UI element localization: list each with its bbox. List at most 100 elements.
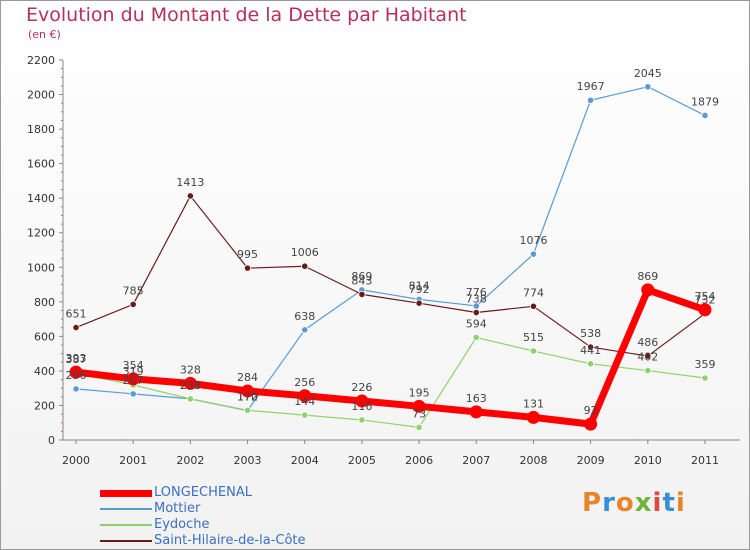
data-label-mottier: 869 [351, 270, 372, 283]
data-point-eydoche [301, 411, 309, 419]
data-label-longechenal: 754 [695, 290, 716, 303]
data-point-saint-hilaire-de-la-c-te [301, 262, 309, 270]
legend-label: LONGECHENAL [154, 485, 252, 500]
x-tick-label: 2011 [691, 454, 719, 467]
data-point-mottier [129, 390, 137, 398]
data-label-eydoche: 73 [412, 407, 426, 420]
y-tick-label: 800 [34, 296, 55, 309]
data-point-longechenal [298, 389, 312, 403]
y-tick-label: 0 [48, 434, 55, 447]
data-point-saint-hilaire-de-la-c-te [129, 300, 137, 309]
data-point-saint-hilaire-de-la-c-te [358, 290, 366, 298]
data-label-eydoche: 238 [180, 379, 201, 392]
data-point-longechenal [526, 410, 540, 424]
data-point-saint-hilaire-de-la-c-te [72, 323, 80, 332]
data-label-mottier: 638 [294, 310, 315, 323]
data-label-eydoche: 319 [123, 365, 144, 378]
data-label-mottier: 1879 [691, 95, 719, 108]
data-label-saint-hilaire-de-la-c-te: 995 [237, 248, 258, 261]
data-point-saint-hilaire-de-la-c-te [529, 302, 538, 310]
data-point-eydoche [186, 395, 194, 403]
legend-swatch [100, 508, 152, 510]
data-label-eydoche: 359 [695, 358, 716, 371]
y-tick-label: 2200 [27, 54, 55, 67]
data-label-longechenal: 226 [351, 381, 372, 394]
data-label-mottier: 776 [466, 286, 487, 299]
x-tick-label: 2007 [462, 454, 490, 467]
data-label-longechenal: 393 [66, 352, 87, 365]
data-point-mottier [587, 96, 595, 104]
data-point-saint-hilaire-de-la-c-te [186, 192, 194, 200]
data-label-saint-hilaire-de-la-c-te: 1006 [291, 246, 319, 259]
legend-label: Saint-Hilaire-de-la-Côte [154, 533, 306, 548]
data-point-eydoche [358, 416, 366, 424]
y-tick-label: 1200 [27, 227, 55, 240]
data-point-eydoche [701, 374, 709, 382]
data-point-mottier [72, 385, 80, 393]
data-point-longechenal [584, 417, 598, 431]
series-line-saint-hilaire-de-la-c-te [75, 195, 706, 357]
y-tick-label: 600 [34, 330, 55, 343]
data-label-saint-hilaire-de-la-c-te: 486 [637, 336, 658, 349]
x-tick-label: 2002 [176, 454, 204, 467]
data-point-mottier [701, 111, 709, 120]
data-label-saint-hilaire-de-la-c-te: 843 [351, 274, 372, 287]
data-point-eydoche [243, 406, 252, 414]
logo-letter: i [675, 488, 686, 518]
data-label-saint-hilaire-de-la-c-te: 774 [523, 286, 544, 299]
data-point-longechenal [126, 372, 140, 386]
series-line-eydoche [75, 336, 706, 428]
logo-letter: o [615, 488, 635, 518]
data-label-saint-hilaire-de-la-c-te: 538 [580, 327, 601, 340]
data-label-longechenal: 131 [523, 397, 544, 410]
x-tick-label: 2009 [577, 454, 605, 467]
data-label-longechenal: 328 [180, 363, 201, 376]
data-label-mottier: 1076 [519, 234, 547, 247]
logo-letter: i [652, 488, 663, 518]
data-point-eydoche [415, 423, 423, 431]
x-tick-label: 2003 [234, 454, 262, 467]
data-label-eydoche: 515 [523, 331, 544, 344]
data-label-saint-hilaire-de-la-c-te: 738 [466, 293, 487, 306]
data-label-saint-hilaire-de-la-c-te: 651 [66, 308, 87, 321]
data-label-eydoche: 402 [637, 351, 658, 364]
data-label-mottier: 814 [409, 279, 430, 292]
y-tick-label: 2000 [27, 89, 55, 102]
data-point-longechenal [69, 365, 83, 379]
chart-subtitle: (en €) [28, 28, 61, 41]
logo-letter: t [662, 488, 676, 518]
logo-letter: r [602, 488, 616, 518]
data-label-longechenal: 354 [123, 359, 144, 372]
y-tick-label: 1400 [27, 192, 55, 205]
data-point-saint-hilaire-de-la-c-te [587, 343, 595, 351]
x-tick-label: 2005 [348, 454, 376, 467]
data-point-longechenal [412, 399, 426, 413]
data-label-longechenal: 869 [637, 270, 658, 283]
series-line-longechenal [72, 286, 709, 428]
data-label-longechenal: 256 [294, 376, 315, 389]
logo-letter: P [582, 488, 603, 518]
data-point-eydoche [529, 347, 538, 355]
legend-swatch [100, 540, 152, 542]
data-point-eydoche [587, 360, 595, 368]
x-tick-label: 2006 [405, 454, 433, 467]
data-point-saint-hilaire-de-la-c-te [415, 299, 423, 307]
data-label-saint-hilaire-de-la-c-te: 792 [409, 283, 430, 296]
data-label-mottier: 1967 [577, 80, 605, 93]
data-label-saint-hilaire-de-la-c-te: 785 [123, 284, 144, 297]
data-point-eydoche [644, 366, 652, 375]
data-label-eydoche: 387 [66, 353, 87, 366]
data-label-eydoche: 594 [466, 317, 487, 330]
data-label-longechenal: 163 [466, 392, 487, 405]
data-point-mottier [301, 326, 309, 334]
data-label-mottier: 267 [123, 374, 144, 387]
chart-title: Evolution du Montant de la Dette par Hab… [26, 4, 467, 26]
y-tick-label: 400 [34, 365, 55, 378]
x-tick-label: 2004 [291, 454, 319, 467]
logo-letter: x [634, 488, 653, 518]
data-point-eydoche [472, 333, 480, 341]
series-line-mottier [75, 86, 706, 412]
data-label-eydoche: 441 [580, 344, 601, 357]
data-label-eydoche: 116 [351, 400, 372, 413]
